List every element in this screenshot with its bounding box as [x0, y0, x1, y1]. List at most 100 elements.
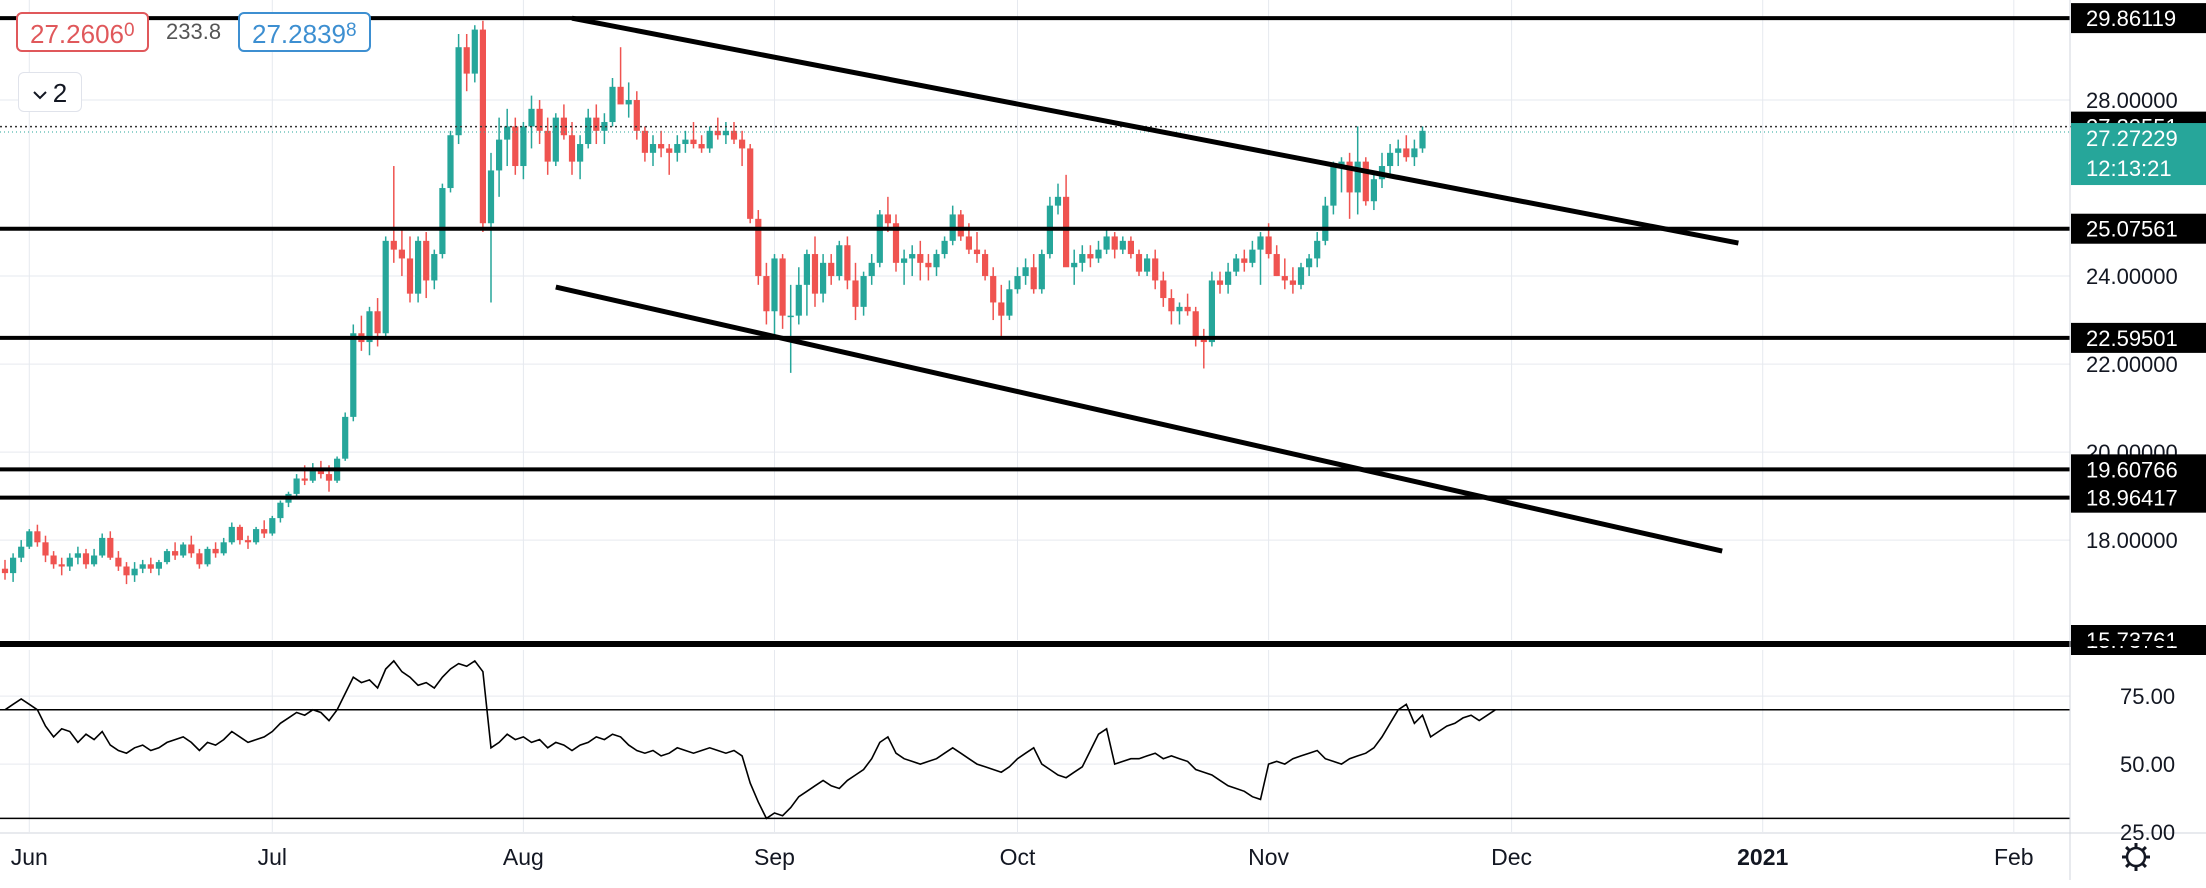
candle-body	[471, 29, 478, 74]
candle-body	[641, 130, 648, 153]
candle-body	[455, 47, 462, 136]
candle-body	[990, 276, 997, 303]
time-tick-label: Feb	[1994, 844, 2034, 870]
candle-body	[58, 564, 65, 567]
level-price-label-bg	[2071, 3, 2206, 34]
candle-body	[552, 117, 559, 162]
candle-body	[18, 546, 25, 558]
horizontal-levels[interactable]	[0, 16, 2206, 500]
chevron-down-icon	[33, 91, 47, 100]
candle-body	[1176, 306, 1183, 312]
candle-body	[236, 526, 243, 541]
time-tick-label: Aug	[503, 844, 544, 870]
candle-body	[131, 568, 138, 576]
candle-body	[1103, 236, 1110, 250]
candle-body	[415, 240, 422, 294]
candle-body	[1006, 289, 1013, 316]
level-price-label-bg	[2071, 482, 2206, 513]
candle-body	[406, 258, 414, 294]
candle-body	[212, 548, 219, 554]
candle-body	[568, 135, 576, 162]
candle-body	[666, 148, 673, 153]
candle-body	[892, 223, 900, 263]
candle-body	[860, 276, 867, 307]
candle-body	[374, 311, 381, 334]
bid-price-box[interactable]: 27.26060	[16, 12, 149, 52]
candle-body	[1216, 280, 1224, 285]
time-tick-label: Sep	[754, 844, 795, 870]
candle-body	[1160, 280, 1167, 299]
candle-body	[123, 566, 130, 576]
candle-body	[309, 467, 316, 481]
candle-body	[496, 139, 503, 171]
candle-body	[180, 544, 187, 556]
candle-body	[1241, 258, 1248, 263]
candle-body	[933, 254, 940, 268]
candle-body	[528, 108, 535, 127]
candle-body	[649, 144, 657, 153]
candle-body	[1314, 240, 1321, 259]
candle-body	[34, 531, 41, 543]
candle-body	[82, 553, 90, 565]
candle-body	[982, 254, 989, 277]
candle-body	[293, 478, 300, 494]
ask-price-box[interactable]: 27.28398	[238, 12, 371, 52]
time-tick-label: Jul	[258, 844, 287, 870]
candle-body	[682, 139, 689, 145]
candle-body	[560, 117, 567, 136]
candle-body	[253, 529, 260, 543]
price-tick-label: 28.00000	[2086, 88, 2178, 113]
candle-body	[1362, 161, 1369, 202]
candle-body	[1411, 148, 1418, 158]
candle-body	[512, 126, 519, 167]
candle-body	[1144, 258, 1151, 272]
candle-body	[188, 544, 195, 554]
candle-body	[1370, 179, 1377, 202]
gear-icon[interactable]	[2122, 843, 2150, 871]
candle-body	[447, 135, 454, 189]
candle-body	[1135, 254, 1143, 272]
level-price-label: 25.07561	[2086, 217, 2178, 242]
candle-body	[1265, 236, 1272, 255]
candle-body	[957, 214, 964, 237]
candle-body	[1395, 148, 1402, 153]
candle-body	[1087, 254, 1094, 259]
candle-body	[820, 262, 827, 294]
candle-body	[398, 249, 405, 259]
trendline[interactable]	[555, 284, 1723, 554]
price-tick-label: 18.00000	[2086, 528, 2178, 553]
trendlines[interactable]	[555, 15, 1739, 554]
collapse-legend-button[interactable]: 2	[18, 72, 82, 112]
bottom-price-label-bg	[2071, 625, 2206, 655]
candle-body	[1063, 196, 1070, 268]
candle-body	[674, 144, 681, 153]
price-tick-label: 24.00000	[2086, 264, 2178, 289]
time-tick-label: Dec	[1491, 844, 1532, 870]
candle-body	[747, 148, 754, 219]
candle-body	[1233, 258, 1240, 272]
trendline[interactable]	[571, 15, 1739, 246]
time-tick-label: 2021	[1737, 844, 1788, 870]
candle-body	[1071, 262, 1078, 268]
candle-body	[998, 302, 1005, 316]
candle-body	[1330, 166, 1337, 206]
candle-body	[763, 276, 770, 312]
bid-price-fraction: 0	[123, 20, 135, 41]
spread-value: 233.8	[166, 19, 222, 44]
candle-body	[1054, 196, 1062, 206]
candle-body	[115, 557, 122, 567]
candle-body	[520, 126, 527, 167]
candle-body	[1079, 254, 1086, 263]
candle-body	[155, 562, 162, 569]
candle-body	[1338, 161, 1345, 167]
rsi-tick-label: 50.00	[2120, 752, 2175, 777]
candle-body	[1184, 306, 1191, 312]
rsi-tick-label: 25.00	[2120, 820, 2175, 845]
candle-body	[779, 258, 786, 316]
candle-body	[811, 254, 819, 294]
candle-body	[795, 284, 802, 316]
candle-body	[633, 100, 640, 131]
bid-price: 27.2606	[30, 19, 124, 49]
candle-body	[917, 254, 924, 263]
